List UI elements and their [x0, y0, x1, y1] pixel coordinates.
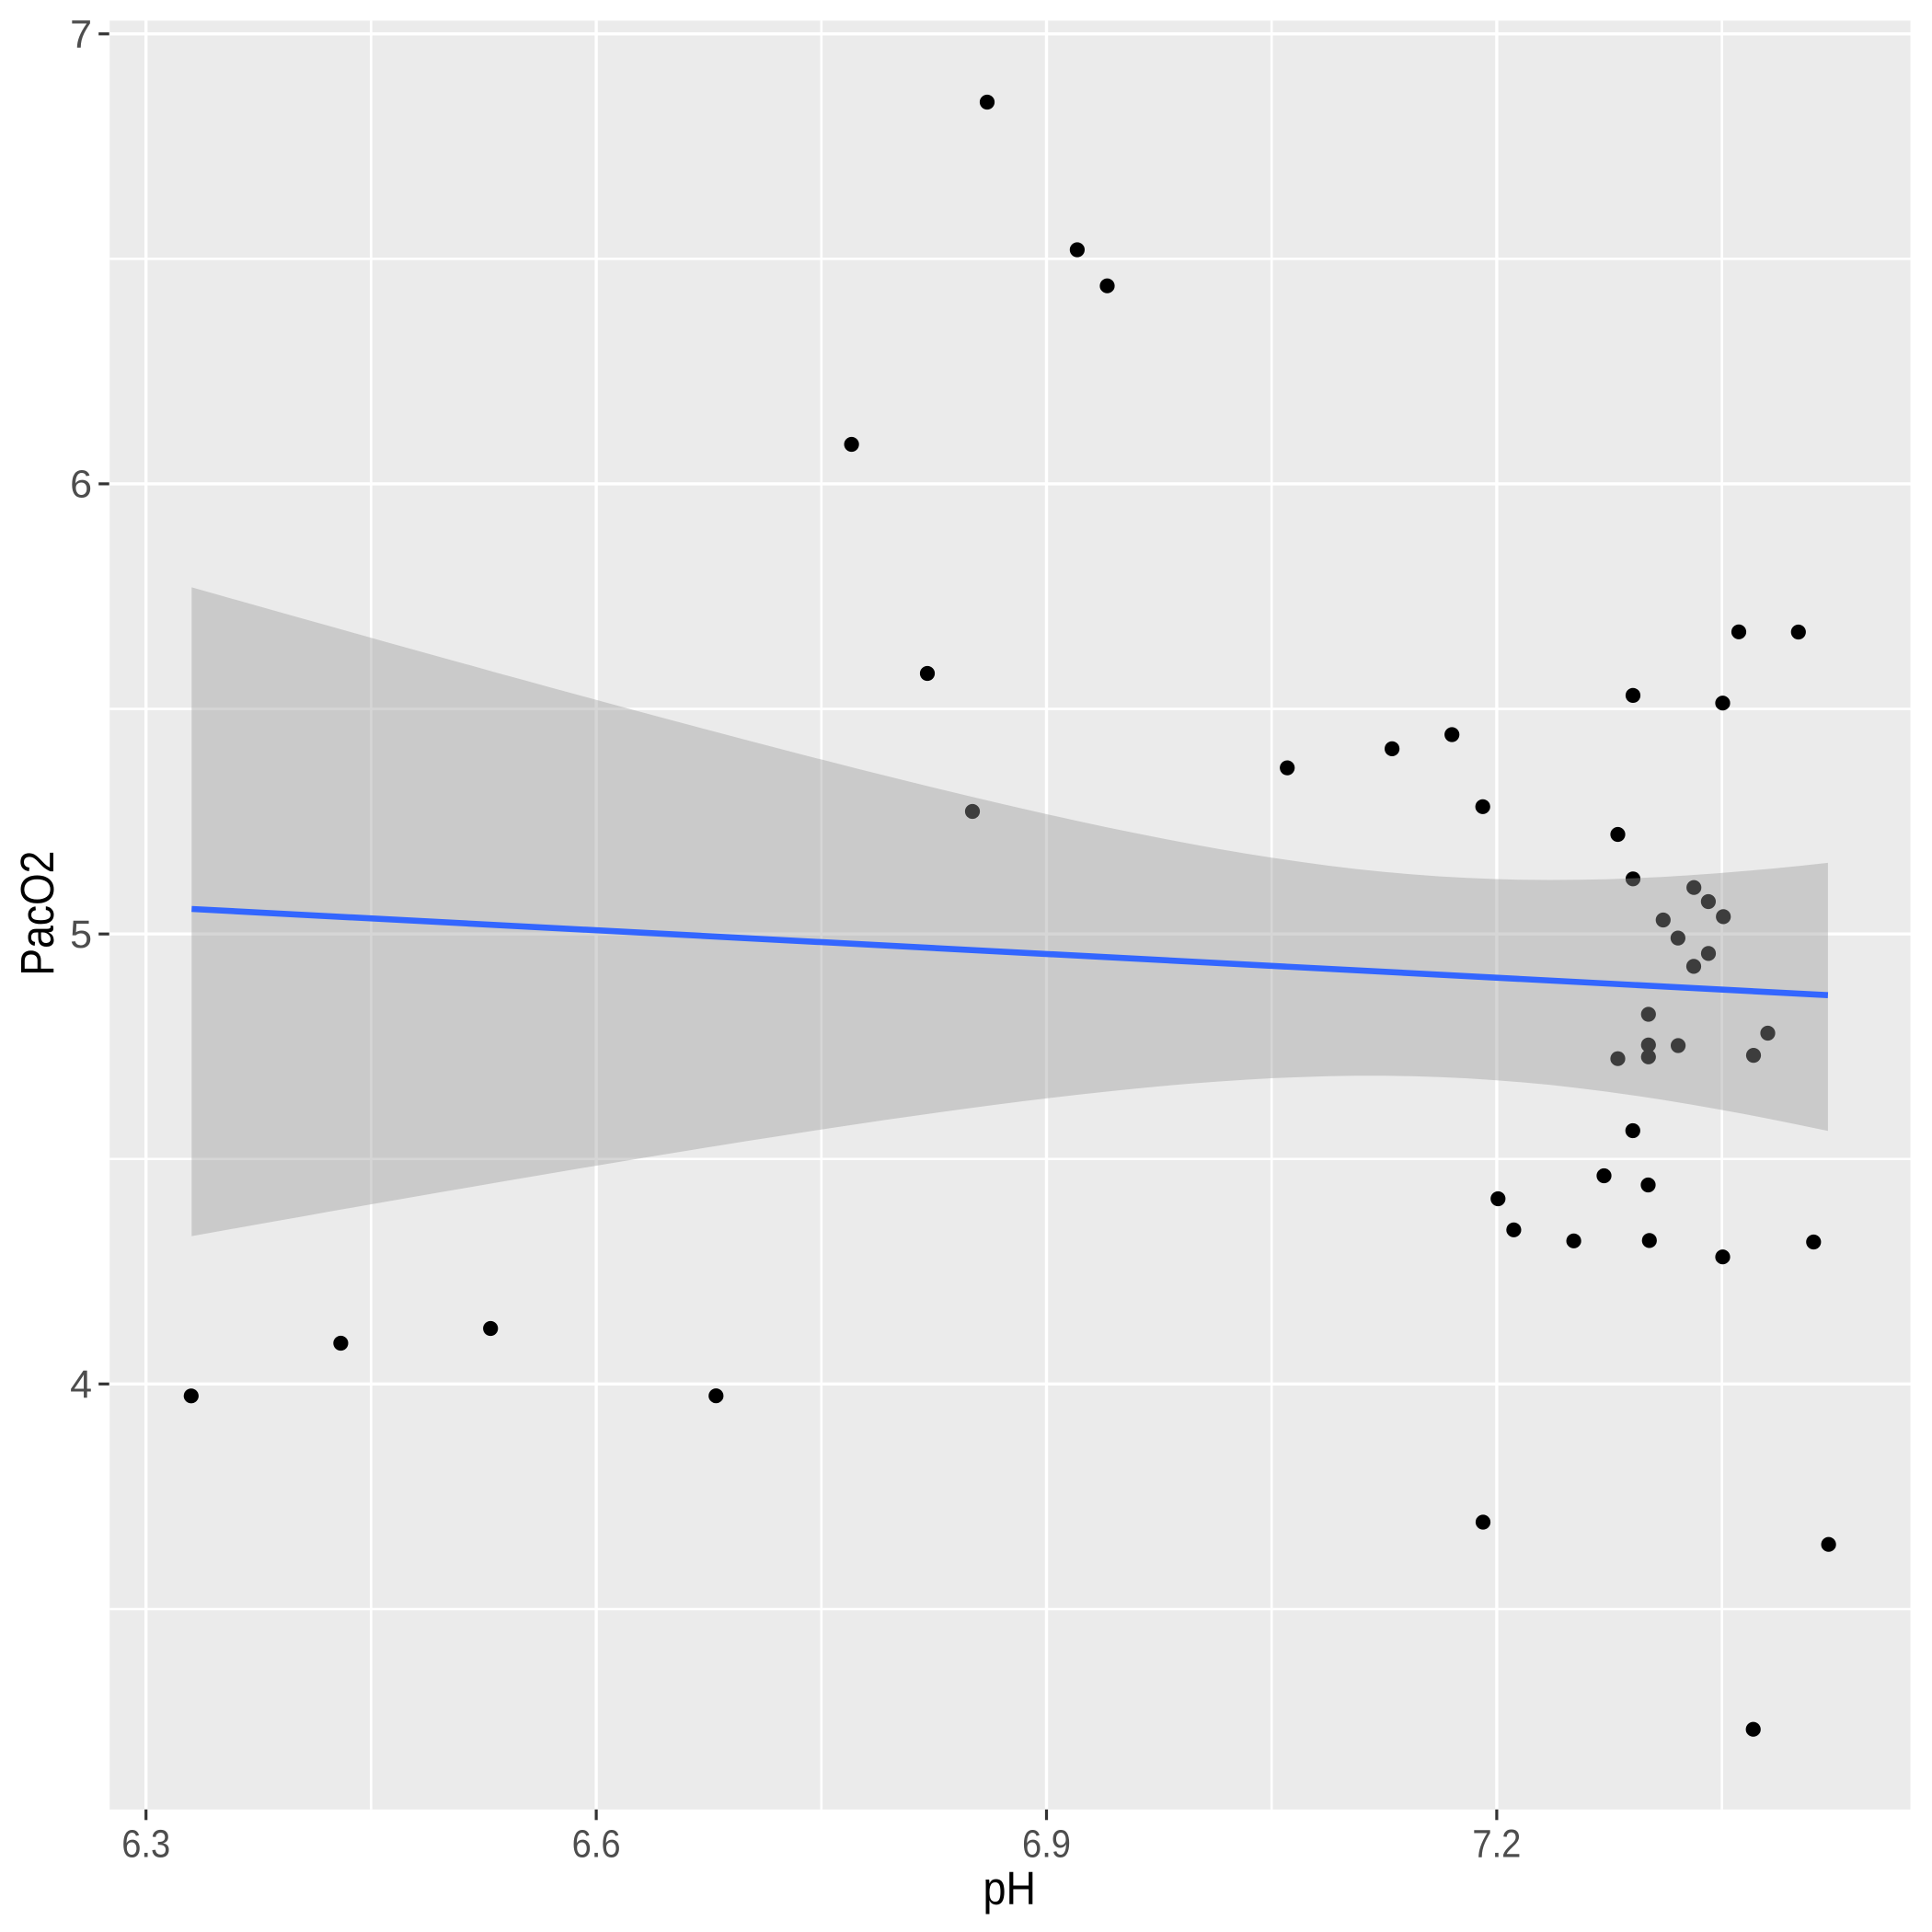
svg-text:7.2: 7.2 [1472, 1823, 1521, 1867]
svg-text:6: 6 [70, 463, 92, 507]
svg-text:5: 5 [70, 913, 92, 957]
svg-text:7: 7 [70, 13, 92, 57]
svg-text:6.9: 6.9 [1022, 1823, 1071, 1867]
svg-text:pH: pH [983, 1861, 1036, 1915]
svg-text:6.6: 6.6 [572, 1823, 621, 1867]
svg-text:4: 4 [70, 1363, 92, 1407]
svg-text:PacO2: PacO2 [10, 851, 63, 976]
svg-text:6.3: 6.3 [121, 1823, 170, 1867]
